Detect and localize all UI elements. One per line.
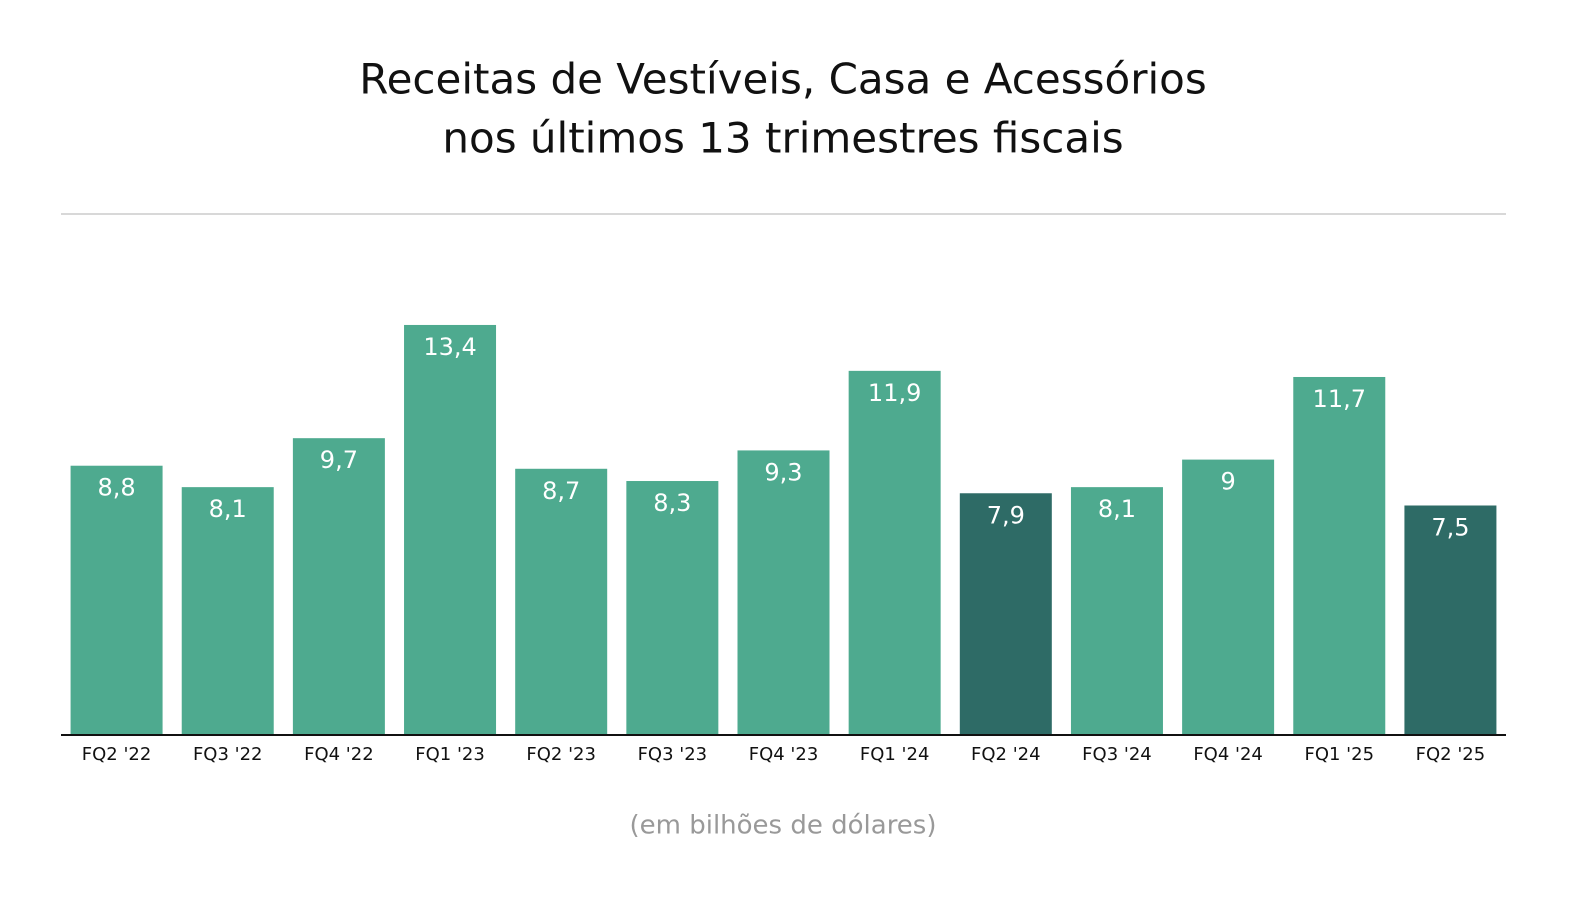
bar	[181, 487, 274, 735]
bar	[404, 324, 497, 735]
value-label: 9	[1220, 468, 1235, 496]
value-label: 8,1	[209, 495, 247, 523]
chart-title: nos últimos 13 trimestres fiscais	[442, 114, 1123, 163]
x-tick-label: FQ1 '23	[415, 744, 485, 765]
bar	[1404, 505, 1497, 735]
value-label: 7,9	[987, 501, 1025, 529]
x-tick-label: FQ1 '25	[1304, 744, 1374, 765]
value-label: 8,8	[97, 474, 135, 502]
chart-title: Receitas de Vestíveis, Casa e Acessórios	[359, 55, 1206, 104]
x-tick-label: FQ1 '24	[860, 744, 930, 765]
bar	[70, 465, 163, 735]
value-label: 13,4	[423, 333, 476, 361]
bar	[1070, 487, 1163, 735]
value-label: 8,1	[1098, 495, 1136, 523]
bar	[737, 450, 830, 735]
x-tick-label: FQ2 '25	[1416, 744, 1486, 765]
x-tick-label: FQ4 '22	[304, 744, 374, 765]
value-label: 8,3	[653, 489, 691, 517]
value-label: 9,7	[320, 446, 358, 474]
unit-label: (em bilhões de dólares)	[629, 811, 936, 841]
x-tick-label: FQ4 '23	[749, 744, 819, 765]
bar	[292, 438, 385, 735]
bar	[626, 481, 719, 735]
bar	[515, 468, 608, 735]
bar	[1293, 376, 1386, 735]
x-tick-label: FQ3 '24	[1082, 744, 1152, 765]
bar	[959, 493, 1052, 735]
value-label: 11,9	[868, 379, 921, 407]
x-tick-label: FQ2 '23	[526, 744, 596, 765]
value-label: 7,5	[1431, 514, 1469, 542]
value-label: 11,7	[1313, 385, 1366, 413]
bar	[848, 370, 941, 735]
bar	[1182, 459, 1275, 735]
x-tick-label: FQ3 '23	[638, 744, 708, 765]
value-label: 9,3	[764, 458, 802, 486]
x-tick-label: FQ2 '24	[971, 744, 1041, 765]
value-label: 8,7	[542, 477, 580, 505]
x-tick-label: FQ3 '22	[193, 744, 263, 765]
x-tick-label: FQ2 '22	[82, 744, 152, 765]
x-tick-label: FQ4 '24	[1193, 744, 1263, 765]
